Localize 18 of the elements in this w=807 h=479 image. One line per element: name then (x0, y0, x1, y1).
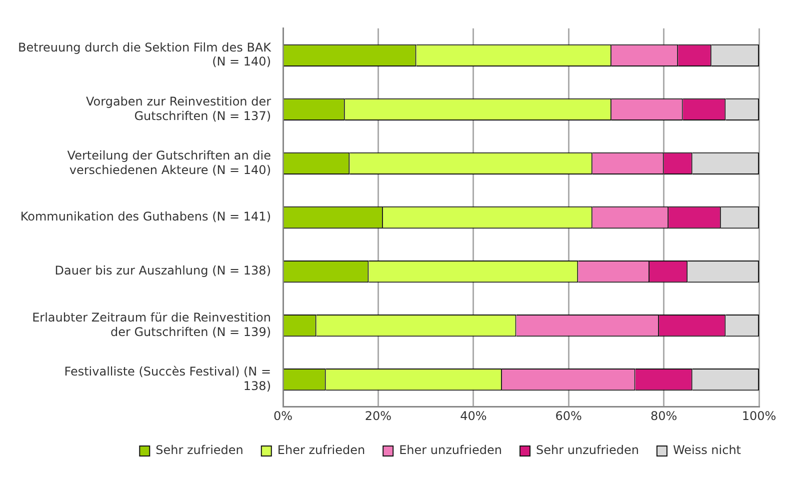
legend-label: Weiss nicht (672, 443, 742, 458)
x-tick-label: 20% (364, 408, 392, 423)
legend-label: Sehr zufrieden (156, 443, 244, 458)
y-tick-label: Erlaubter Zeitraum für die Reinvestition der Gutschriften (N = 139) (32, 310, 272, 339)
x-tick-label: 80% (650, 408, 678, 423)
y-tick-label: Kommunikation des Guthabens (N = 141) (20, 210, 272, 224)
y-tick-label: Verteilung der Gutschriften an die verschiedenen Akteure (N = 140) (67, 148, 272, 177)
y-tick-label: Vorgaben zur Reinvestition der Gutschriften (N = 137) (86, 94, 272, 123)
x-tick-label: 40% (460, 408, 487, 423)
y-tick-label: Betreuung durch die Sektion Film des BAK (N = 140) (18, 40, 272, 69)
legend-label: Sehr unzufrieden (536, 443, 639, 458)
legend-label: Eher unzufrieden (399, 443, 502, 458)
x-tick-label: 60% (555, 408, 582, 423)
x-tick-label: 100% (742, 408, 776, 423)
x-tick-label: 0% (273, 408, 293, 423)
y-tick-label: Dauer bis zur Auszahlung (N = 138) (54, 264, 272, 278)
legend-label: Eher zufrieden (277, 443, 366, 458)
y-tick-label: Festivalliste (Succès Festival) (N = 138) (64, 364, 272, 393)
